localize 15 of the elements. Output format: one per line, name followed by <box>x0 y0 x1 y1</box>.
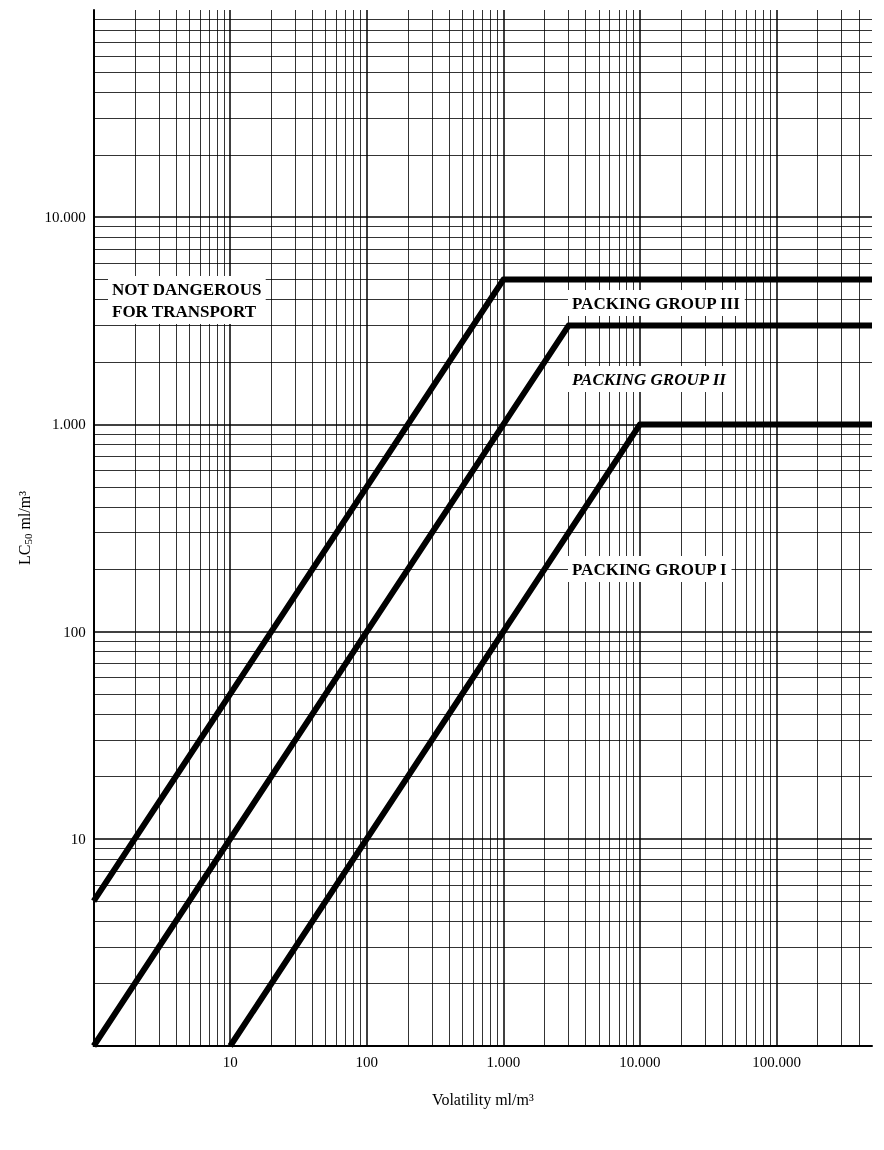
x-tick-label: 100.000 <box>752 1053 801 1070</box>
x-tick-label: 1.000 <box>486 1053 521 1070</box>
annotation: PACKING GROUP III <box>572 293 741 313</box>
annotation: PACKING GROUP II <box>571 369 728 389</box>
annotation: NOT DANGEROUS FOR TRANSPORT <box>112 279 262 321</box>
x-tick-label: 10 <box>222 1053 238 1070</box>
annotation: PACKING GROUP I <box>572 559 727 579</box>
x-tick-label: 100 <box>355 1053 379 1070</box>
x-axis-title: Volatility ml/m³ <box>431 1090 534 1109</box>
y-tick-label: 1.000 <box>51 416 86 433</box>
y-tick-label: 10.000 <box>44 209 86 226</box>
x-tick-label: 10.000 <box>619 1053 661 1070</box>
y-axis-title: LC50 ml/m³ <box>15 490 34 566</box>
y-tick-label: 10 <box>70 830 86 847</box>
y-tick-label: 100 <box>63 623 86 640</box>
